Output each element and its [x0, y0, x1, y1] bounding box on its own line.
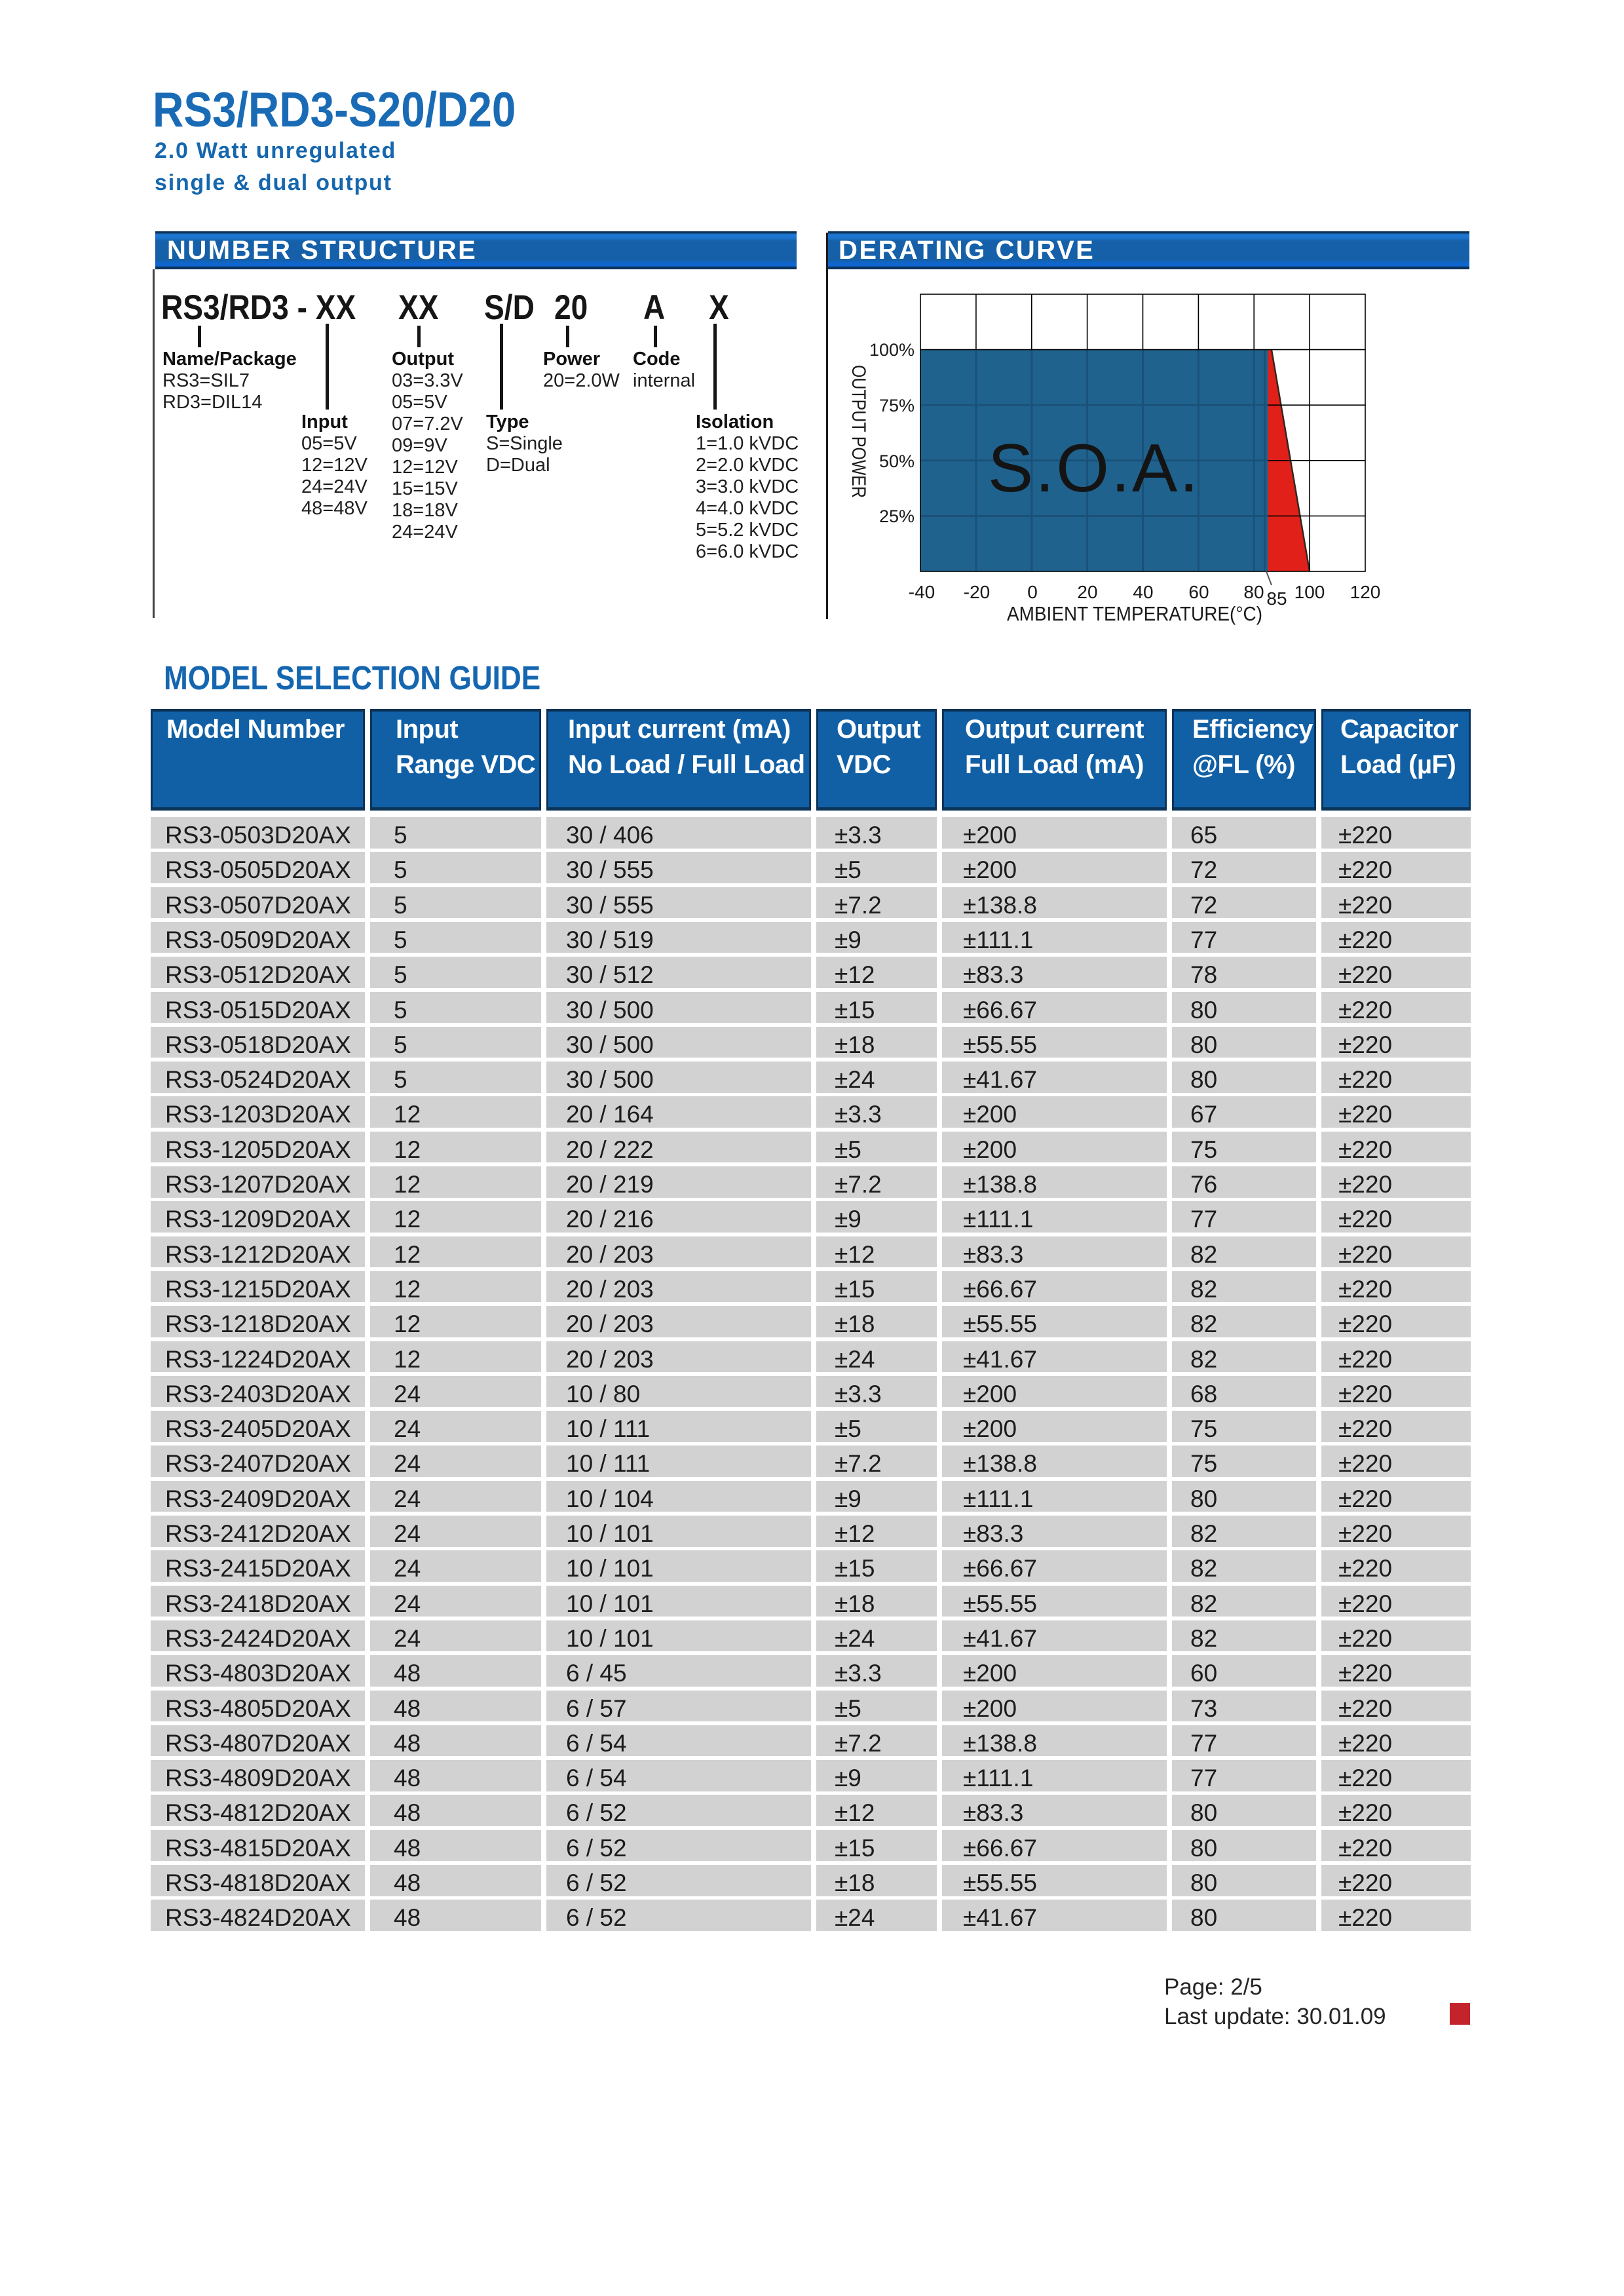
svg-text:-40: -40 [909, 582, 935, 602]
svg-text:85: 85 [1266, 588, 1287, 609]
svg-text:0: 0 [1027, 582, 1038, 602]
svg-text:-20: -20 [964, 582, 990, 602]
svg-text:50%: 50% [879, 451, 915, 471]
svg-text:120: 120 [1350, 582, 1381, 602]
svg-text:60: 60 [1188, 582, 1209, 602]
svg-text:40: 40 [1133, 582, 1153, 602]
svg-text:OUTPUT POWER: OUTPUT POWER [848, 365, 869, 498]
svg-text:100%: 100% [869, 340, 915, 360]
svg-text:100: 100 [1294, 582, 1325, 602]
svg-text:75%: 75% [879, 396, 915, 415]
svg-text:25%: 25% [879, 507, 915, 526]
svg-text:80: 80 [1243, 582, 1264, 602]
svg-text:20: 20 [1077, 582, 1097, 602]
svg-text:AMBIENT TEMPERATURE(°C): AMBIENT TEMPERATURE(°C) [1007, 602, 1262, 625]
svg-text:S.O.A.: S.O.A. [988, 430, 1200, 507]
